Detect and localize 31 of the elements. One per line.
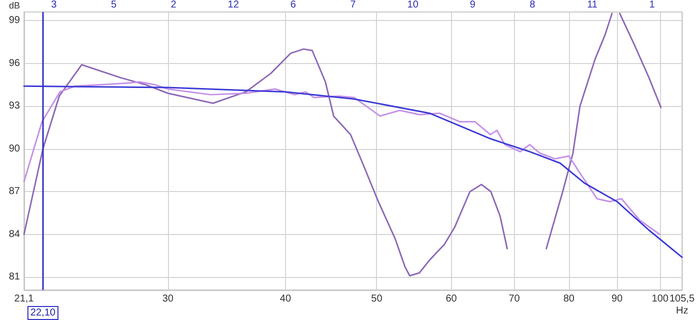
text: 8 [530, 0, 536, 10]
text: 9 [470, 0, 476, 10]
text: 2 [170, 0, 177, 10]
x-tick-label: 70 [508, 294, 520, 304]
x-tick-label: 60 [446, 294, 458, 304]
x-tick-label: 100 [652, 294, 669, 304]
y-axis-title: dB [8, 0, 20, 10]
text: 12 [228, 0, 240, 10]
y-tick-label: 87 [8, 186, 20, 198]
y-tick-label: 90 [8, 143, 20, 154]
y-tick-label: 96 [8, 58, 20, 69]
x-tick-label: 40 [280, 294, 292, 304]
text: 5 [110, 0, 117, 10]
y-tick-label: 99 [8, 15, 20, 26]
y-tick-label: 81 [8, 272, 20, 283]
text: 1 [649, 0, 656, 10]
x-tick-label: 21,1 [14, 294, 34, 304]
text: 10 [407, 0, 419, 10]
text: 11 [587, 0, 598, 10]
text: 6 [290, 0, 296, 10]
x-tick-label: 30 [162, 294, 174, 304]
x-tick-label: 50 [371, 294, 383, 304]
y-tick-label: 93 [8, 100, 20, 112]
x-tick-label: 80 [563, 294, 575, 304]
text: 3 [51, 0, 58, 10]
y-tick-label: 84 [8, 228, 20, 240]
ref-line-label: 22,10 [30, 308, 56, 318]
x-tick-label: 90 [611, 294, 624, 304]
x-axis-title: Hz [676, 306, 688, 316]
x-tick-label: 105,5 [669, 294, 695, 304]
text: 7 [350, 0, 356, 10]
